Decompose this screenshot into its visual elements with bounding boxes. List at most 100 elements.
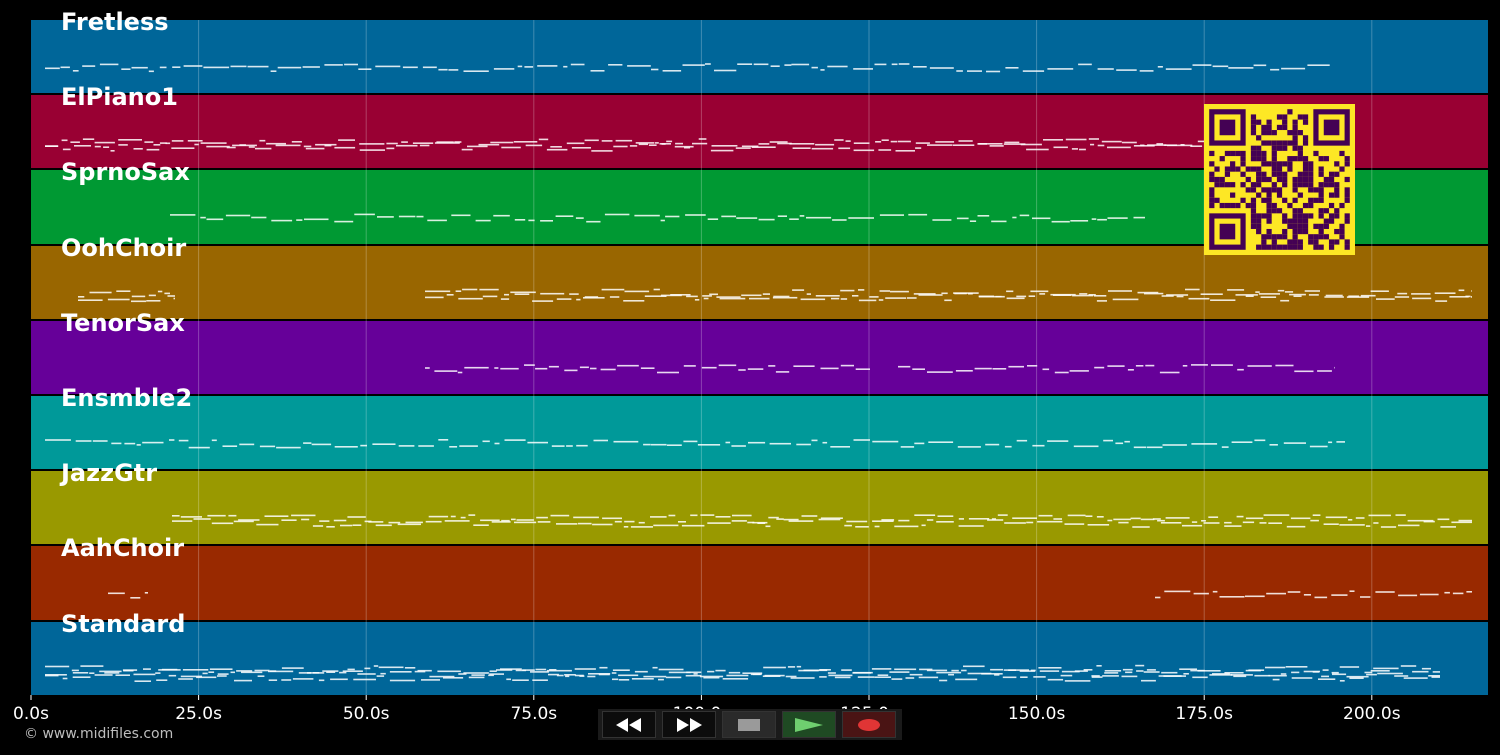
qr-module xyxy=(1266,218,1272,224)
note xyxy=(590,367,597,370)
qr-module xyxy=(1276,234,1283,240)
note xyxy=(1403,677,1428,679)
qr-module xyxy=(1323,208,1329,214)
note xyxy=(1290,517,1311,520)
note xyxy=(225,214,251,217)
qr-module xyxy=(1230,182,1236,188)
note xyxy=(493,68,515,70)
note xyxy=(324,144,332,147)
note xyxy=(844,524,852,527)
note xyxy=(187,140,203,142)
note xyxy=(898,365,911,368)
note xyxy=(1373,522,1379,524)
note xyxy=(1188,297,1210,300)
note xyxy=(1397,292,1408,295)
qr-module xyxy=(1302,135,1309,141)
note xyxy=(549,669,557,671)
note xyxy=(121,68,131,70)
note xyxy=(701,366,717,369)
note xyxy=(537,65,558,67)
rewind-button[interactable] xyxy=(602,711,656,738)
track-lane[interactable] xyxy=(31,396,1488,470)
note xyxy=(948,673,954,676)
note xyxy=(705,63,711,65)
note xyxy=(958,140,973,142)
note xyxy=(511,518,516,521)
note xyxy=(1004,445,1012,448)
qr-module xyxy=(1287,202,1293,209)
note xyxy=(751,146,776,148)
note xyxy=(428,515,449,518)
qr-module xyxy=(1328,176,1335,183)
note xyxy=(159,66,167,69)
record-button[interactable] xyxy=(842,711,896,738)
note xyxy=(1070,220,1089,222)
qr-module xyxy=(1292,234,1298,240)
qr-module xyxy=(1339,150,1345,157)
track-lane[interactable] xyxy=(31,546,1488,620)
record-icon xyxy=(858,718,880,731)
track-lane[interactable] xyxy=(31,471,1488,545)
note xyxy=(524,364,535,366)
qr-module xyxy=(1250,218,1257,224)
note xyxy=(500,668,522,670)
note xyxy=(604,213,630,216)
note xyxy=(848,217,874,219)
qr-module xyxy=(1302,114,1309,120)
note xyxy=(208,671,215,673)
qr-module xyxy=(1308,213,1314,219)
qr-module xyxy=(1323,234,1329,240)
qr-module xyxy=(1256,218,1262,224)
note xyxy=(142,441,164,444)
qr-module xyxy=(1318,182,1324,188)
qr-module xyxy=(1292,145,1298,151)
qr-module xyxy=(1287,109,1293,115)
note xyxy=(222,445,238,447)
qr-module xyxy=(1271,187,1277,193)
note xyxy=(1012,517,1037,519)
note xyxy=(1370,290,1389,292)
track-lane[interactable] xyxy=(31,20,1488,94)
qr-module xyxy=(1287,140,1293,146)
qr-module xyxy=(1318,223,1324,229)
play-button[interactable] xyxy=(782,711,836,738)
qr-module xyxy=(1287,218,1293,224)
note xyxy=(650,443,667,446)
note xyxy=(375,524,392,527)
note xyxy=(1165,68,1192,70)
qr-code[interactable] xyxy=(1204,104,1355,255)
note xyxy=(171,147,195,149)
note xyxy=(506,678,511,681)
note xyxy=(1067,514,1086,517)
track-lane[interactable] xyxy=(31,621,1488,695)
note xyxy=(1233,675,1247,678)
note xyxy=(1237,368,1244,371)
note xyxy=(536,516,548,519)
qr-module xyxy=(1261,130,1267,136)
note xyxy=(434,370,458,372)
qr-module xyxy=(1271,161,1277,167)
note xyxy=(144,141,154,143)
note xyxy=(1072,294,1094,297)
qr-module xyxy=(1308,239,1314,245)
qr-module xyxy=(1224,166,1231,172)
note xyxy=(978,295,995,298)
qr-module xyxy=(1297,145,1303,151)
note xyxy=(1016,439,1028,442)
note xyxy=(82,138,95,140)
note xyxy=(1268,522,1282,524)
track-lane[interactable] xyxy=(31,245,1488,319)
note xyxy=(1331,671,1339,674)
track-name: OohChoir xyxy=(61,233,187,262)
qr-module xyxy=(1328,202,1335,209)
track-lane[interactable] xyxy=(31,320,1488,394)
stop-button[interactable] xyxy=(722,711,776,738)
note xyxy=(257,675,265,677)
fast-forward-button[interactable] xyxy=(662,711,716,738)
note xyxy=(62,148,71,151)
qr-module xyxy=(1282,114,1288,120)
note xyxy=(885,297,907,299)
note xyxy=(188,446,210,449)
qr-module xyxy=(1297,208,1303,214)
note xyxy=(576,298,581,301)
